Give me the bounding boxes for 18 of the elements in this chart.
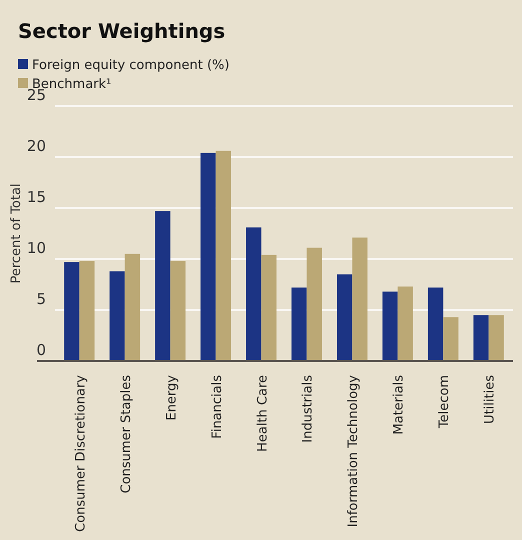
- x-tick-label: Energy: [164, 374, 180, 421]
- x-tick-label: Financials: [210, 374, 225, 439]
- y-axis-title: Percent of Total: [9, 183, 24, 284]
- x-tick-label: Materials: [392, 374, 407, 435]
- x-tick-label: Health Care: [255, 375, 270, 452]
- x-tick-label: Information Technology: [346, 374, 362, 528]
- x-tick-label: Industrials: [300, 374, 316, 443]
- x-tick-label: Telecom: [437, 375, 452, 430]
- x-tick-label: Consumer Staples: [118, 374, 134, 494]
- y-tick-label: 20: [26, 137, 46, 155]
- y-tick-label: 5: [36, 290, 46, 308]
- legend-label: Foreign equity component (%): [32, 58, 230, 73]
- y-tick-label: 15: [26, 188, 46, 206]
- y-tick-label: 10: [26, 239, 46, 257]
- chart-title: Sector Weightings: [18, 19, 226, 43]
- x-tick-label: Utilities: [482, 374, 498, 424]
- x-tick-label: Consumer Discretionary: [73, 374, 88, 532]
- y-tick-label: 0: [36, 341, 46, 359]
